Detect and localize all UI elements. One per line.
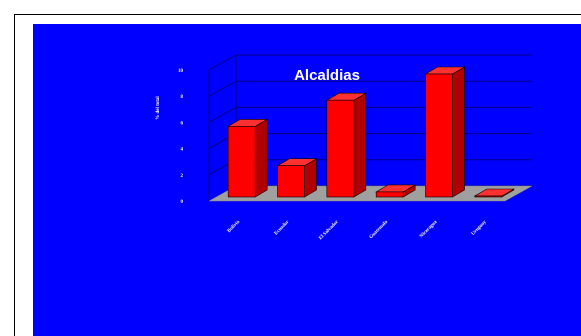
chart-title: Alcaldias <box>294 67 360 84</box>
bar-front-face <box>326 99 355 198</box>
bar <box>276 158 318 198</box>
y-axis-ticks: 0 2 4 6 8 10 <box>178 69 184 205</box>
chart-bars <box>227 66 515 198</box>
y-tick-label: 10 <box>178 69 184 74</box>
bar <box>424 66 466 198</box>
x-tick-label: Bolivia <box>227 220 241 234</box>
y-axis-label: % del total <box>156 96 161 120</box>
x-axis-labels: Bolivia Ecuador El Salvador Guatemala Nicara… <box>227 219 488 241</box>
x-tick-label: Ecuador <box>274 219 291 236</box>
bar-front-face <box>227 126 256 198</box>
bar-front-face <box>425 73 453 198</box>
bar-side-face <box>254 118 268 198</box>
bar-front-face <box>375 191 404 198</box>
y-tick-label: 0 <box>181 200 184 205</box>
bar-side-face <box>452 66 465 198</box>
bar <box>325 92 367 198</box>
x-tick-label: Guatemala <box>369 220 390 241</box>
y-tick-label: 6 <box>181 121 184 126</box>
y-tick-label: 4 <box>181 148 184 153</box>
x-tick-label: El Salvador <box>318 219 340 241</box>
side-wall-gridline <box>208 54 237 71</box>
side-wall-gridline <box>208 80 237 97</box>
side-wall-gridline <box>208 106 237 123</box>
bar <box>473 188 515 198</box>
bar-front-face <box>277 165 305 198</box>
bar <box>227 118 269 198</box>
bar-side-face <box>353 92 367 198</box>
x-tick-label: Uruguay <box>471 220 488 237</box>
bar <box>375 184 417 198</box>
y-tick-label: 8 <box>181 95 184 100</box>
y-tick-label: 2 <box>181 174 184 179</box>
bar-front-face <box>474 195 503 198</box>
x-tick-label: Nicaragua <box>419 220 439 240</box>
